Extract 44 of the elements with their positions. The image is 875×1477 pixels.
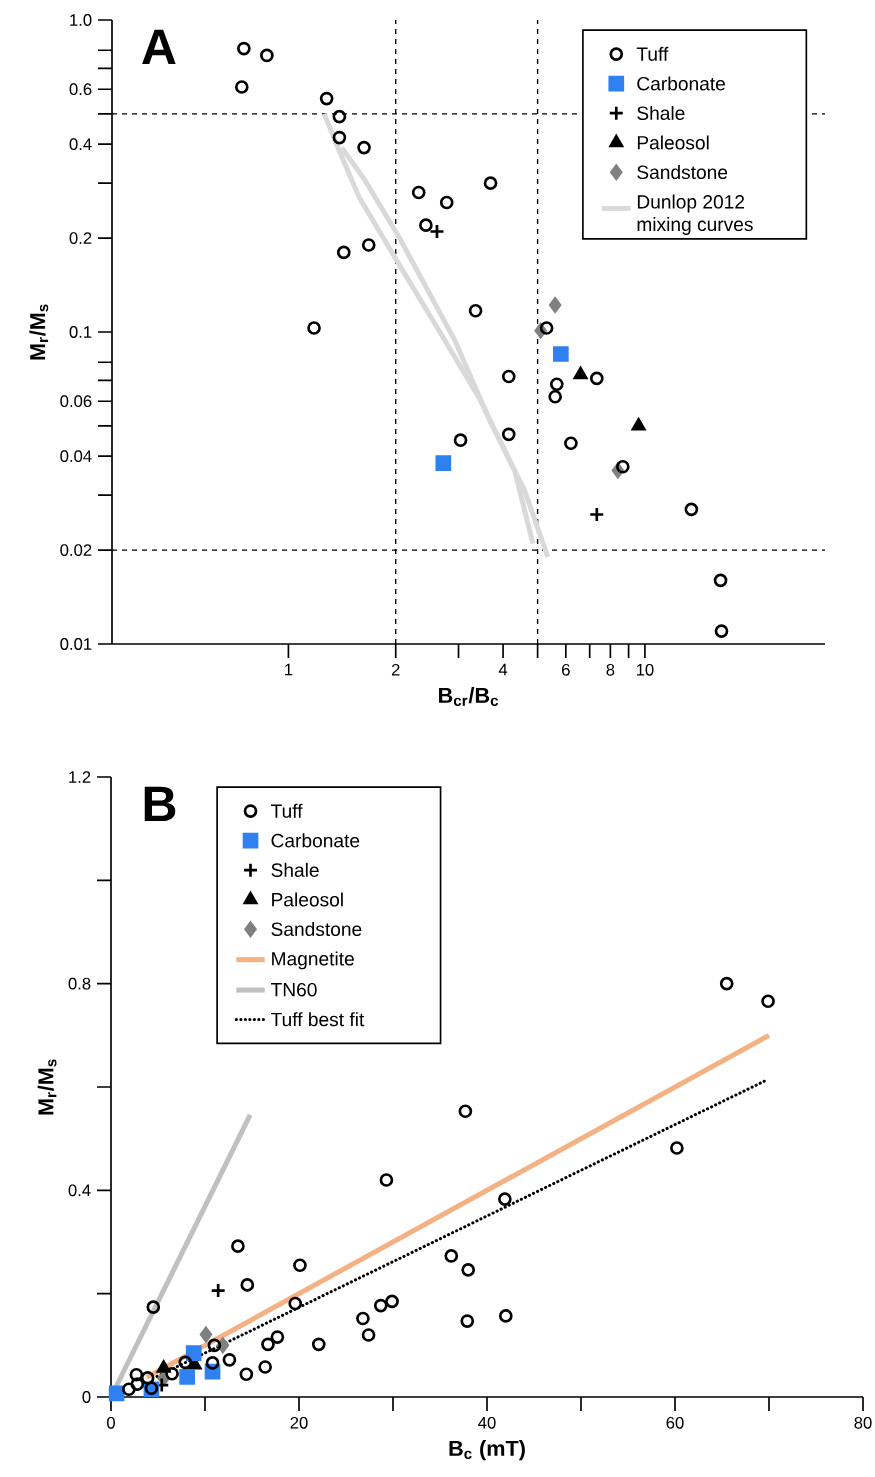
legend-label: Carbonate (271, 833, 360, 848)
legend-label: Paleosol (637, 135, 709, 150)
x-tick-label: 6 (562, 663, 570, 676)
chart-title: B (144, 786, 176, 822)
x-tick-label: 8 (606, 663, 615, 676)
y-tick-label: 0.02 (60, 544, 92, 556)
legend-label: Sandstone (637, 165, 728, 180)
legend-label: Shale (271, 862, 319, 877)
y-axis-title: M$_{r}$/M$_{s}$ (37, 1059, 57, 1115)
legend-label: Tuff best fit (270, 1012, 365, 1027)
legend-label: Sandstone (271, 921, 362, 937)
x-axis-title: B$_{cr}$/B$_{c}$ (439, 687, 499, 706)
x-tick-label: 0 (107, 1416, 115, 1429)
y-tick-label: 0.8 (68, 977, 91, 990)
y-tick-label: 0.06 (60, 395, 92, 408)
legend-label: Magnetite (272, 951, 354, 970)
x-tick-label: 60 (666, 1416, 684, 1429)
y-tick-label: 1.2 (69, 771, 91, 783)
x-tick-label: 2 (391, 663, 400, 676)
x-tick-label: 40 (478, 1416, 496, 1429)
legend-label: Shale (637, 105, 685, 120)
chart-title: A (142, 29, 176, 65)
x-tick-label: 20 (290, 1416, 308, 1429)
x-tick-label: 80 (854, 1416, 872, 1429)
legend-label: Tuff (636, 46, 669, 61)
x-tick-label: 1 (285, 663, 293, 676)
y-tick-label: 0.6 (69, 83, 92, 96)
legend-label: Paleosol (272, 892, 343, 907)
y-tick-label: 0 (82, 1391, 91, 1403)
y-tick-label: 0.04 (60, 450, 92, 463)
legend-label: Tuff (270, 803, 303, 818)
legend-label: Carbonate (637, 76, 725, 91)
y-tick-label: 0.1 (69, 326, 92, 338)
legend-label: TN60 (270, 982, 317, 997)
y-tick-label: 0.01 (60, 638, 92, 650)
y-tick-label: 0.4 (68, 1184, 91, 1197)
y-tick-label: 0.2 (69, 232, 92, 244)
y-axis-title: M$_{r}$/M$_{s}$ (29, 304, 49, 360)
x-tick-label: 10 (636, 663, 654, 676)
x-tick-label: 4 (498, 663, 508, 676)
x-axis-title: B$_{c}$ (mT) (449, 1440, 525, 1461)
y-tick-label: 1.0 (70, 14, 92, 26)
legend-label: Dunlop 2012 mixing curves (637, 194, 753, 235)
y-tick-label: 0.4 (69, 138, 92, 151)
